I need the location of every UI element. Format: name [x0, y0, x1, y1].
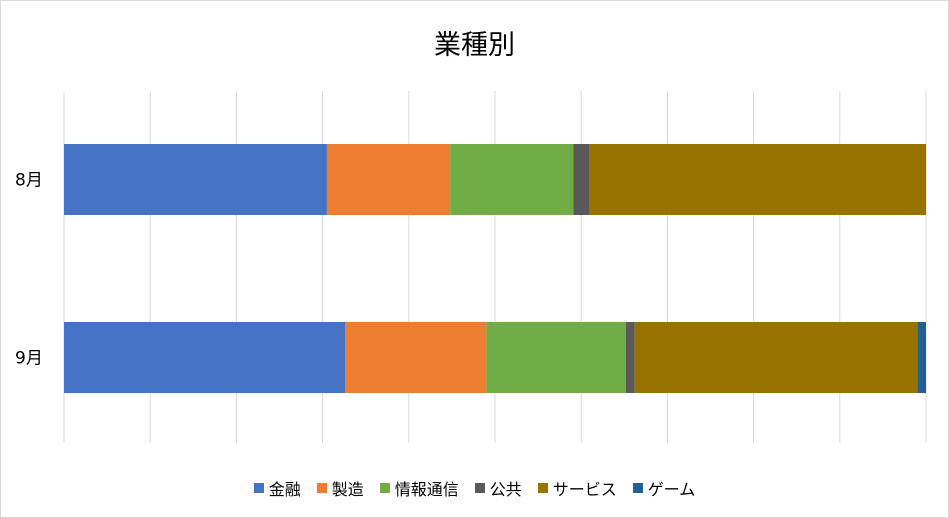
bar-segment — [573, 144, 590, 215]
category-label: 9月 — [15, 349, 43, 369]
legend: 金融 製造 情報通信 公共 サービス ゲーム — [1, 476, 948, 500]
legend-label: 金融 — [268, 480, 301, 499]
legend-label: 情報通信 — [394, 480, 459, 499]
chart-title: 業種別 — [434, 30, 515, 61]
bar-segment — [326, 144, 451, 215]
legend-item: サービス — [537, 476, 617, 500]
bar-segment — [345, 322, 487, 393]
bar-segment — [64, 144, 327, 215]
legend-label: 公共 — [489, 480, 522, 499]
legend-item: 公共 — [474, 476, 522, 500]
legend-item: 製造 — [316, 476, 364, 500]
bar-segment — [917, 322, 926, 393]
legend-item: ゲーム — [632, 476, 696, 500]
legend-label: 製造 — [331, 480, 364, 499]
legend-swatch — [253, 483, 264, 493]
bar-segment — [486, 322, 627, 393]
legend-swatch — [379, 483, 390, 493]
legend-item: 金融 — [253, 476, 301, 500]
bar-segment — [589, 144, 926, 215]
bar-segment — [626, 322, 635, 393]
legend-swatch — [316, 483, 327, 493]
plot-area: 8月 9月 — [15, 91, 927, 443]
legend-label: サービス — [552, 480, 617, 499]
legend-swatch — [537, 483, 548, 493]
bar-segment — [450, 144, 574, 215]
bar-segment — [634, 322, 918, 393]
legend-swatch — [632, 483, 643, 493]
legend-label: ゲーム — [647, 480, 696, 499]
legend-swatch — [474, 483, 485, 493]
legend-item: 情報通信 — [379, 476, 459, 500]
category-label: 8月 — [15, 171, 43, 191]
bar-segment — [64, 322, 346, 393]
